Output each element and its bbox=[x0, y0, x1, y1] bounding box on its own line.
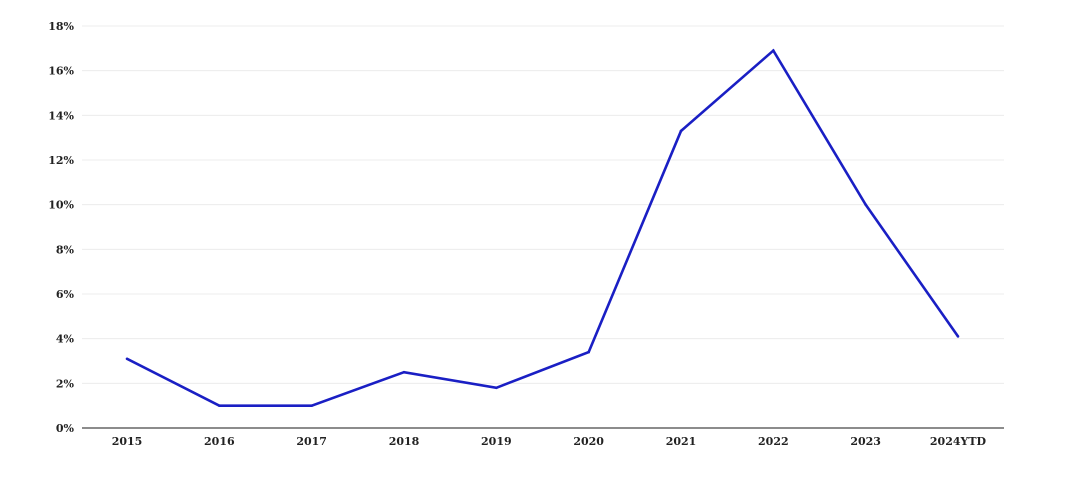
y-tick-label: 12% bbox=[48, 154, 74, 167]
x-tick-label: 2019 bbox=[481, 435, 512, 448]
x-tick-label: 2015 bbox=[112, 435, 143, 448]
data-point bbox=[956, 335, 960, 338]
data-point bbox=[864, 203, 867, 206]
y-tick-label: 18% bbox=[48, 20, 74, 33]
y-tick-label: 14% bbox=[48, 109, 74, 122]
x-tick-label: 2023 bbox=[850, 435, 881, 448]
series-line bbox=[126, 48, 960, 407]
y-tick-label: 8% bbox=[56, 243, 75, 256]
y-tick-label: 0% bbox=[56, 422, 75, 435]
data-point bbox=[218, 404, 221, 407]
x-tick-label: 2016 bbox=[204, 435, 235, 448]
y-tick-label: 2% bbox=[56, 377, 75, 390]
data-point bbox=[310, 404, 313, 407]
y-tick-label: 4% bbox=[56, 333, 75, 346]
x-tick-label: 2017 bbox=[296, 435, 327, 448]
x-tick-label: 2022 bbox=[758, 435, 789, 448]
y-tick-label: 6% bbox=[56, 288, 75, 301]
x-tick-label: 2024YTD bbox=[930, 435, 987, 448]
data-point bbox=[587, 350, 590, 354]
data-point bbox=[772, 49, 775, 52]
data-point bbox=[495, 386, 498, 390]
y-tick-label: 16% bbox=[48, 65, 74, 78]
data-point bbox=[125, 357, 129, 361]
y-tick-label: 10% bbox=[48, 199, 74, 212]
x-tick-label: 2018 bbox=[389, 435, 420, 448]
x-tick-label: 2020 bbox=[573, 435, 604, 448]
data-point bbox=[679, 129, 683, 133]
series-layer bbox=[125, 48, 960, 407]
tick-labels: 0% 2% 4% 6% 8% 10% 12% 14% 16% 18% 2015 2016 2017 201… bbox=[48, 20, 986, 448]
x-tick-label: 2021 bbox=[666, 435, 697, 448]
gridlines bbox=[82, 25, 1004, 384]
data-point bbox=[402, 370, 406, 374]
